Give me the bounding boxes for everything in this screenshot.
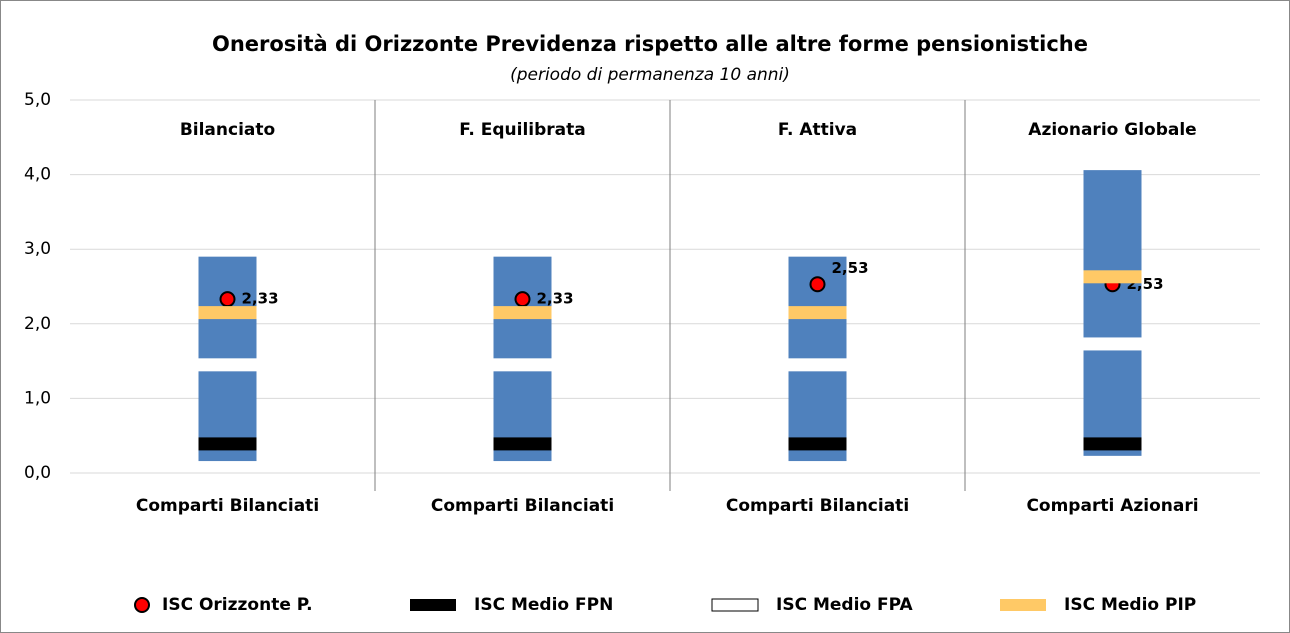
y-tick-label: 5,0 [24,90,51,110]
y-tick-label: 2,0 [24,314,51,334]
isc-dash [493,358,552,372]
y-tick-label: 4,0 [24,165,51,185]
isc-dash [198,358,257,372]
data-label: 2,53 [832,259,869,277]
panel-title: Azionario Globale [1028,120,1196,140]
panel-title: F. Attiva [778,120,857,140]
x-tick-label: Comparti Azionari [1026,496,1198,516]
legend-swatch [410,599,456,611]
isc-dash [1083,337,1142,351]
legend-swatch [134,597,150,613]
isc-dot [219,291,236,308]
panel-title: F. Equilibrata [459,120,585,140]
isc-dash [1083,270,1142,284]
legend-label: ISC Orizzonte P. [162,595,313,615]
data-label: 2,33 [537,290,574,308]
legend-label: ISC Medio FPA [776,595,914,615]
range-bar [1083,170,1142,456]
x-tick-label: Comparti Bilanciati [726,496,909,516]
legend-label: ISC Medio PIP [1064,595,1196,615]
isc-dot [809,276,826,293]
data-label: 2,33 [242,290,279,308]
isc-dot [514,291,531,308]
y-tick-label: 3,0 [24,239,51,259]
panel-title: Bilanciato [180,120,275,140]
chart-title: Onerosità di Orizzonte Previdenza rispet… [212,32,1088,56]
x-tick-label: Comparti Bilanciati [431,496,614,516]
isc-dash [1083,437,1142,451]
legend-swatch [1000,599,1046,611]
isc-dash [198,306,257,320]
isc-dash [788,306,847,320]
isc-dash [198,437,257,451]
x-tick-label: Comparti Bilanciati [136,496,319,516]
isc-dash [493,437,552,451]
isc-dash [788,437,847,451]
y-tick-label: 1,0 [24,388,51,408]
legend-label: ISC Medio FPN [474,595,613,615]
y-tick-label: 0,0 [24,463,51,483]
chart-subtitle: (periodo di permanenza 10 anni) [510,65,790,85]
isc-dash [788,358,847,372]
legend-swatch [711,598,759,612]
isc-dash [493,306,552,320]
